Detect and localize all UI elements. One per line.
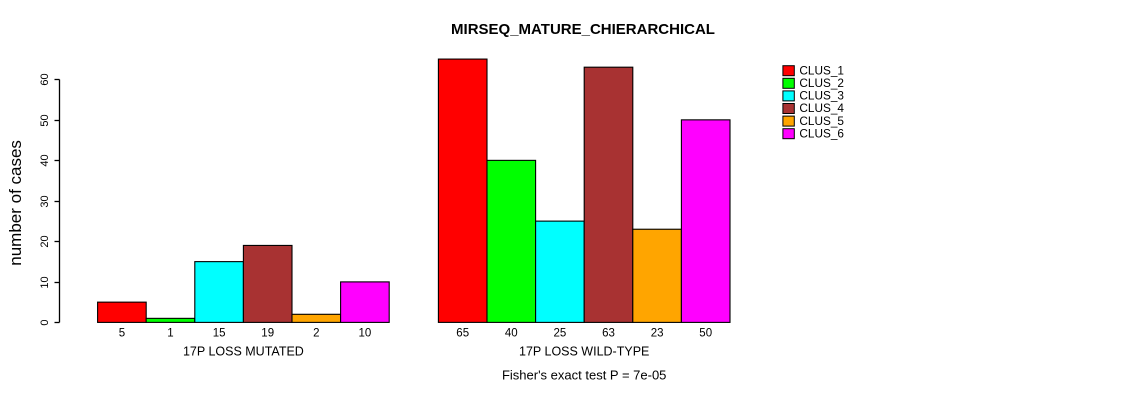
svg-text:17P LOSS MUTATED: 17P LOSS MUTATED xyxy=(183,344,304,358)
svg-text:19: 19 xyxy=(261,327,274,339)
svg-text:20: 20 xyxy=(39,235,51,247)
svg-text:17P LOSS WILD-TYPE: 17P LOSS WILD-TYPE xyxy=(519,344,649,358)
svg-text:MIRSEQ_MATURE_CHIERARCHICAL: MIRSEQ_MATURE_CHIERARCHICAL xyxy=(451,21,715,38)
svg-text:30: 30 xyxy=(39,195,51,207)
svg-text:10: 10 xyxy=(39,276,51,288)
svg-text:15: 15 xyxy=(213,327,226,339)
svg-text:60: 60 xyxy=(39,73,51,85)
svg-text:2: 2 xyxy=(313,327,319,339)
svg-text:number of cases: number of cases xyxy=(6,140,25,266)
svg-text:63: 63 xyxy=(602,327,615,339)
svg-text:40: 40 xyxy=(505,327,518,339)
svg-text:50: 50 xyxy=(699,327,712,339)
svg-text:40: 40 xyxy=(39,154,51,166)
svg-text:10: 10 xyxy=(359,327,372,339)
svg-text:0: 0 xyxy=(39,319,51,325)
svg-text:65: 65 xyxy=(456,327,469,339)
svg-text:1: 1 xyxy=(167,327,173,339)
svg-text:Fisher's exact test P = 7e-05: Fisher's exact test P = 7e-05 xyxy=(502,367,666,382)
svg-text:25: 25 xyxy=(554,327,567,339)
svg-text:23: 23 xyxy=(651,327,664,339)
svg-text:CLUS_6: CLUS_6 xyxy=(799,126,844,140)
svg-text:5: 5 xyxy=(119,327,125,339)
svg-text:50: 50 xyxy=(39,114,51,126)
